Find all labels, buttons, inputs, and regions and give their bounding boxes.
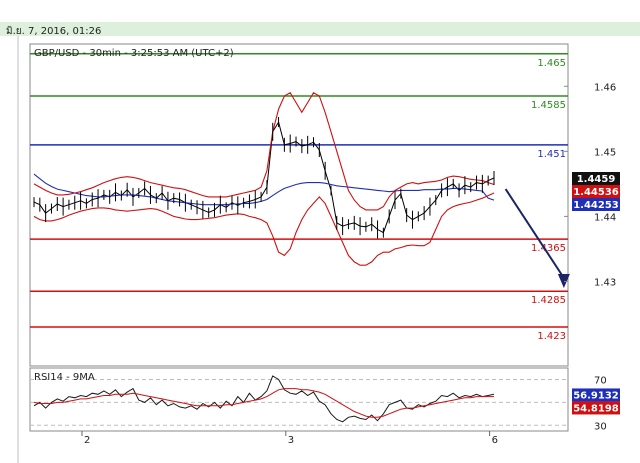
- rsi-tick-label: 30: [594, 421, 607, 432]
- y-tick-label: 1.45: [594, 147, 616, 158]
- upper-band-line: [33, 92, 495, 211]
- forecast-arrow-shaft: [504, 188, 565, 279]
- moving-average-line: [33, 173, 495, 206]
- rsi-panel: [29, 367, 569, 432]
- lower-band-line: [33, 192, 495, 266]
- rsi-title: RSI14 - 9MA: [34, 372, 95, 383]
- forecast-arrow-head: [557, 273, 570, 288]
- rsi-tag-label: 56.9132: [573, 390, 619, 401]
- rsi-tag-label: 54.8198: [573, 403, 619, 414]
- date-label: มิ.ย. 7, 2016, 01:26: [6, 26, 102, 37]
- x-tick-label: 3: [288, 435, 294, 446]
- rsi-line: [33, 388, 494, 418]
- price-tag-label: 1.44253: [573, 200, 619, 211]
- price-tag: [572, 198, 620, 212]
- level-label: 1.4365: [531, 243, 566, 254]
- rsi-tag: [572, 388, 620, 402]
- rsi-tag: [572, 401, 620, 415]
- date-strip: [0, 22, 640, 36]
- y-tick-label: 1.43: [594, 277, 616, 288]
- y-tick-label: 1.46: [594, 82, 616, 93]
- level-label: 1.4285: [531, 295, 566, 306]
- chart-canvas: 1.465 1.4585 1.451 1.4365 1.4285 1.423 1.46 1.…: [0, 36, 640, 463]
- level-label: 1.465: [537, 58, 566, 69]
- x-tick-label: 2: [84, 435, 90, 446]
- price-tag: [572, 172, 620, 186]
- price-panel: [29, 43, 569, 367]
- rsi-line: [33, 375, 495, 423]
- price-tag: [572, 185, 620, 199]
- price-tag-label: 1.4459: [577, 174, 616, 185]
- price-tag-label: 1.44536: [573, 187, 619, 198]
- rsi-tick-label: 70: [594, 375, 607, 386]
- chart-title: GBP/USD - 30min - 3:25:53 AM (UTC+2): [34, 48, 234, 59]
- x-tick-label: 6: [492, 435, 498, 446]
- y-tick-label: 1.44: [594, 212, 616, 223]
- level-label: 1.423: [537, 331, 566, 342]
- level-label: 1.4585: [531, 100, 566, 111]
- level-label: 1.451: [537, 149, 566, 160]
